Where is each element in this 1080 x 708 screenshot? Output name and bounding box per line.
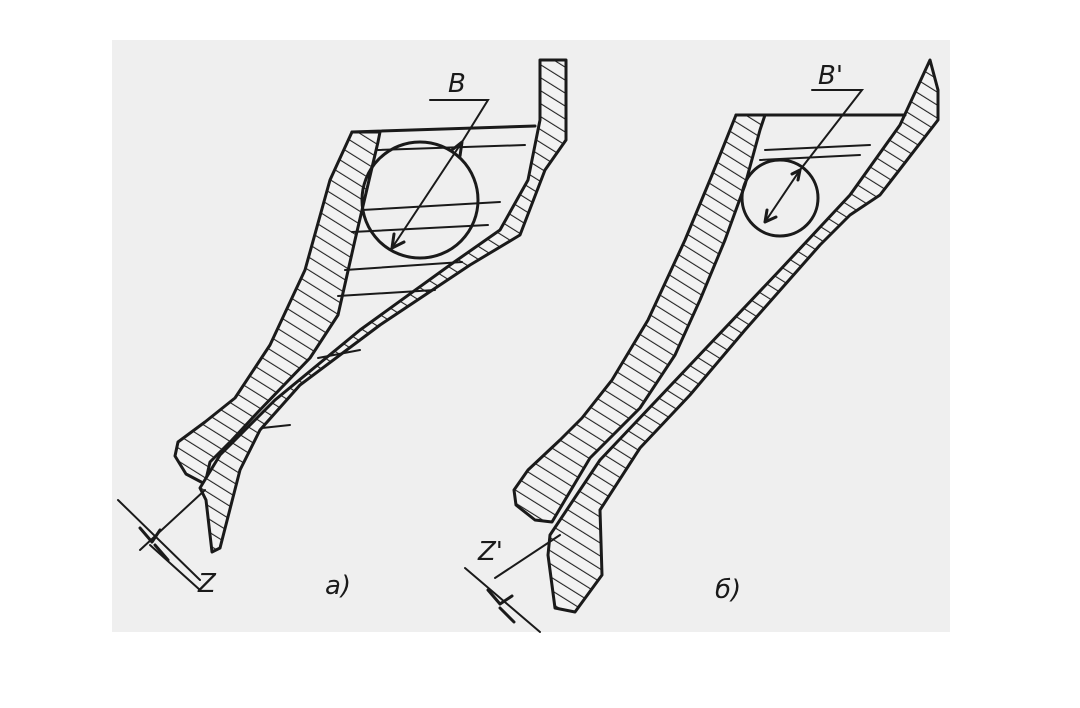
figure-b-gap-extension-2 [494,534,561,579]
figure-a-width-label: B [448,69,466,99]
figure-b-left-wall [512,113,767,524]
figure-a-stripe-6 [317,349,361,359]
figure-a-arrowhead-top [450,140,464,158]
figure-b-gap-extension [464,567,541,633]
figure-a-stripe-4 [344,261,463,271]
figure-b-gap-label: Z' [477,537,503,567]
figure-a-stripe-7 [261,424,291,429]
figure-b-inner-ring [546,58,940,614]
figure-a-stripe-1 [377,144,526,151]
figure-b-caption: б) [715,575,741,605]
figure-a-top-rim [350,124,537,134]
figure-b-gap-arrows [486,588,516,624]
figure-b-width-label: B' [818,61,843,91]
figure-b-ball [740,158,820,238]
figure-a-gap-leader [149,544,201,591]
paper-background [112,40,950,632]
figure-a-caption: а) [325,571,351,601]
figure-a-stripe-5 [337,289,436,297]
figure-b: B' Z' б) [464,58,940,633]
figure-a-stripe-3 [351,224,489,233]
figure-a-ball [360,140,480,260]
figure-a-gap-arrows [138,526,170,562]
figure-a-inner-ring [198,58,568,554]
figure-b-arrowhead-top [790,168,802,182]
figure-a-diameter-line [391,99,490,249]
figure-a-arrowhead-bottom [390,232,406,250]
figure-a-gap-extension [117,499,201,581]
figure-b-arrowhead-bottom [763,208,778,224]
figure-b-diameter-line [764,89,865,223]
figure-a-left-wall [173,130,382,486]
figure-a: B Z а) [117,58,568,601]
figure-a-gap-label: Z [197,569,217,599]
